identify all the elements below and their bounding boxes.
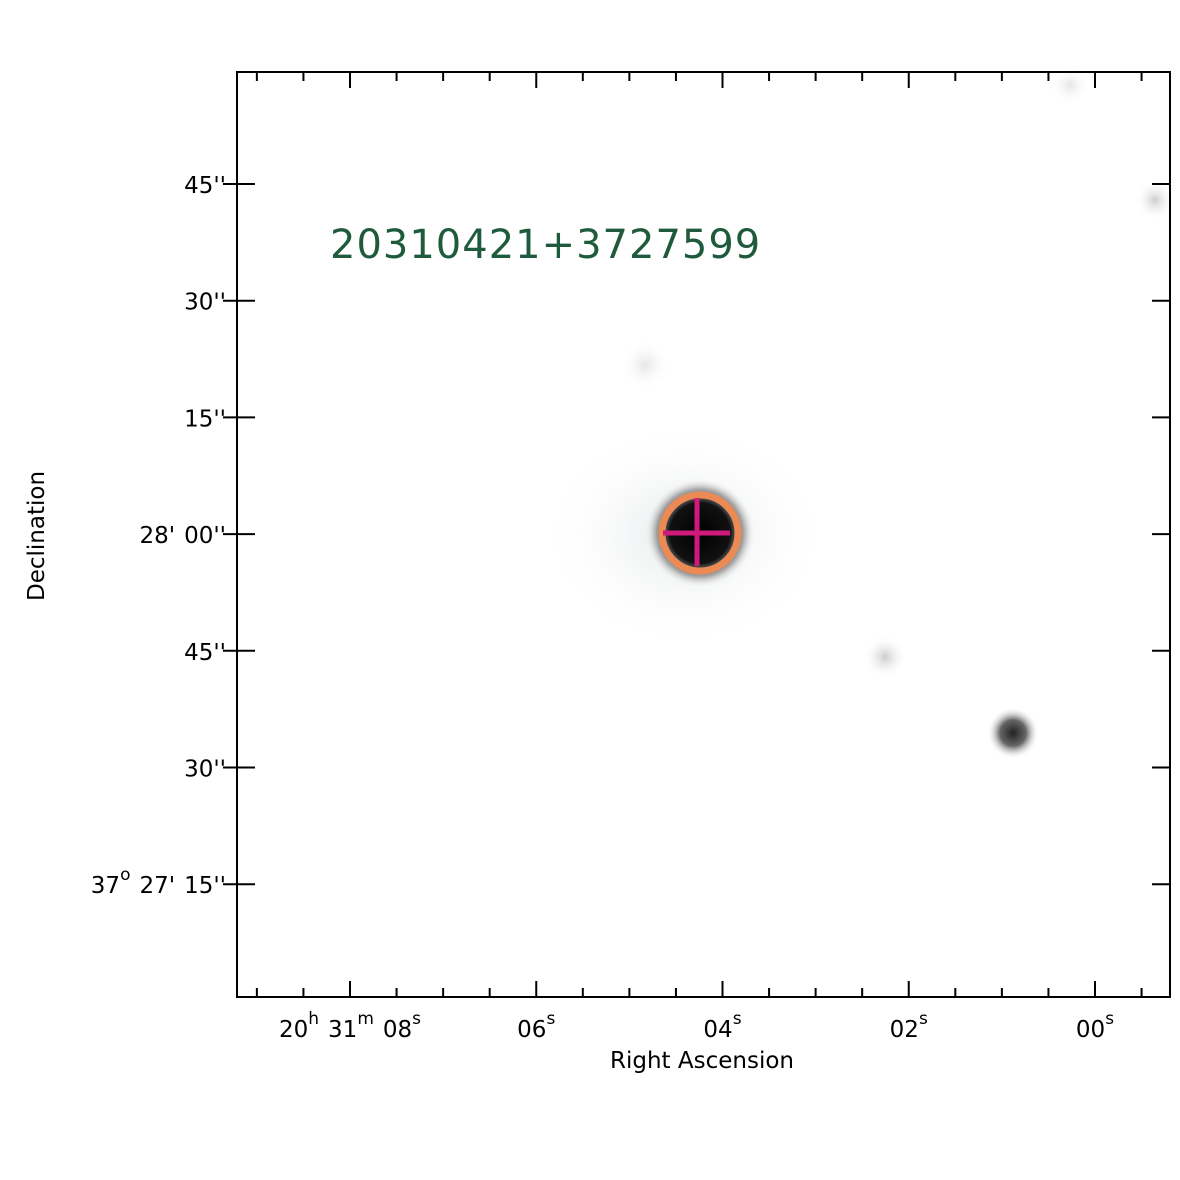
tick-label-part: 37 — [91, 873, 120, 899]
tick-label-sup: s — [412, 1009, 421, 1029]
tick-label: 02s​ — [890, 1009, 928, 1043]
tick-label-part: 15'' — [184, 406, 226, 432]
tick-label-sup: o — [120, 865, 130, 885]
faint-source — [863, 635, 907, 679]
tick-label-part: 00 — [1076, 1017, 1105, 1043]
tick-label: 45'' — [184, 640, 226, 666]
tick-label-part: 15'' — [184, 873, 226, 899]
tick-label-sup: m — [357, 1009, 374, 1029]
x-axis-title: Right Ascension — [610, 1048, 794, 1074]
faint-source — [1050, 65, 1090, 105]
tick-label: 20h​31m​08s​ — [279, 1009, 421, 1043]
tick-label-part: 45'' — [184, 640, 226, 666]
tick-label-part: 27' — [139, 873, 175, 899]
tick-label: 37o​27'15'' — [91, 865, 226, 899]
tick-label-part: 06 — [517, 1017, 546, 1043]
tick-label-part: 30'' — [184, 757, 226, 783]
tick-label-sup: s — [733, 1009, 742, 1029]
faint-source — [620, 340, 670, 390]
y-axis-title: Declination — [24, 471, 50, 601]
tick-label-part: 31 — [328, 1017, 357, 1043]
tick-label: 30'' — [184, 290, 226, 316]
tick-label: 28' 00'' — [139, 523, 226, 549]
tick-label: 00s​ — [1076, 1009, 1114, 1043]
tick-label-part: 04 — [703, 1017, 732, 1043]
sky-image — [540, 65, 1175, 759]
tick-label: 04s​ — [703, 1009, 741, 1043]
tick-label-part: 45'' — [184, 173, 226, 199]
source-label: 20310421+3727599 — [330, 222, 761, 268]
tick-label-part: 28' — [139, 523, 175, 549]
target-circle — [658, 491, 742, 575]
tick-label-part: 08 — [383, 1017, 412, 1043]
tick-label: 45'' — [184, 173, 226, 199]
tick-label-part: 30'' — [184, 290, 226, 316]
tick-label-sup: h — [308, 1009, 319, 1029]
tick-label-sup: s — [919, 1009, 928, 1029]
faint-source — [1135, 180, 1175, 220]
star — [987, 707, 1039, 759]
tick-label-sup: s — [1105, 1009, 1114, 1029]
tick-label: 06s​ — [517, 1009, 555, 1043]
tick-label-part: 20 — [279, 1017, 308, 1043]
tick-label-part: 00'' — [184, 523, 226, 549]
tick-label: 30'' — [184, 757, 226, 783]
tick-label-part: 02 — [890, 1017, 919, 1043]
tick-label: 15'' — [184, 406, 226, 432]
tick-label-sup: s — [546, 1009, 555, 1029]
